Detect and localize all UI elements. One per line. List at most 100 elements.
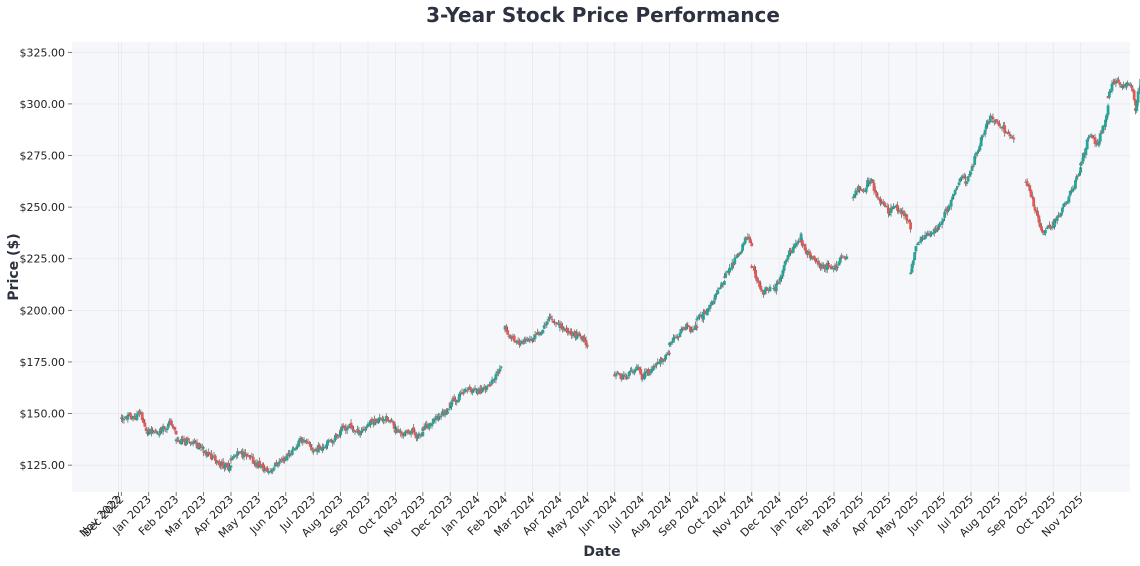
- candle-body: [969, 171, 973, 175]
- candle-body: [352, 429, 356, 431]
- candle-body: [263, 469, 267, 472]
- candle-body: [750, 242, 754, 247]
- candle-body: [858, 186, 862, 191]
- candle-body: [649, 369, 653, 374]
- gridlines: [72, 42, 1130, 492]
- candle-body: [575, 332, 579, 339]
- candle-body: [330, 439, 333, 443]
- candle-body: [702, 311, 705, 320]
- candle-body: [864, 187, 868, 193]
- candle-body: [924, 234, 928, 237]
- candle-body: [791, 246, 795, 253]
- candle-body: [224, 463, 228, 468]
- candle-body: [229, 465, 233, 468]
- candle-body: [336, 436, 340, 438]
- candle-body: [567, 332, 571, 334]
- candle-body: [407, 430, 410, 434]
- candle-body: [1135, 102, 1139, 112]
- candle-body: [1113, 80, 1116, 83]
- candle-body: [935, 228, 939, 232]
- candle-body: [446, 411, 450, 414]
- candle-body: [794, 243, 798, 247]
- candle-body: [1012, 137, 1016, 140]
- candle-body: [754, 269, 758, 279]
- candle-body: [126, 414, 130, 420]
- candle-body: [546, 319, 550, 321]
- candle-body: [259, 465, 263, 468]
- candle-body: [354, 431, 358, 433]
- candle-body: [766, 288, 769, 290]
- candle-body: [652, 365, 656, 370]
- candle-body: [778, 277, 782, 282]
- candle-body: [1085, 139, 1089, 150]
- candle-body: [186, 438, 190, 441]
- candle-body: [958, 178, 962, 182]
- candle-body: [272, 467, 276, 470]
- candle-body: [528, 339, 532, 341]
- candle-body: [1029, 189, 1033, 197]
- candle-body: [909, 222, 912, 230]
- candle-body: [888, 213, 892, 216]
- candle-body: [648, 373, 652, 375]
- candle-body: [978, 145, 982, 151]
- candle-body: [975, 152, 979, 154]
- candle-body: [548, 316, 551, 320]
- candle-body: [333, 434, 337, 441]
- candle-body: [755, 277, 759, 282]
- candle-body: [638, 367, 641, 371]
- candle-body: [279, 460, 282, 462]
- candle-body: [668, 352, 671, 354]
- candle-body: [653, 365, 657, 367]
- candle-body: [537, 332, 541, 336]
- candle-body: [872, 182, 876, 191]
- candle-body: [122, 418, 126, 421]
- candle-body: [165, 428, 169, 431]
- candle-body: [337, 434, 341, 437]
- candle-body: [966, 176, 970, 182]
- candle-body: [870, 179, 873, 181]
- candle-body: [893, 206, 897, 208]
- candle-body: [174, 430, 178, 435]
- candle-body: [403, 432, 406, 437]
- candle-body: [515, 342, 519, 344]
- candle-body: [409, 430, 413, 434]
- candle-body: [144, 427, 148, 431]
- candle-body: [664, 354, 668, 360]
- x-axis-label: Date: [583, 544, 620, 560]
- candle-body: [977, 149, 980, 152]
- candle-body: [1110, 83, 1114, 92]
- candle-body: [408, 433, 412, 435]
- candle-body: [1047, 224, 1051, 227]
- candle-body: [335, 434, 339, 437]
- candle-body: [283, 458, 286, 461]
- candle-body: [780, 276, 783, 279]
- candle-body: [209, 453, 213, 460]
- candle-body: [550, 318, 554, 321]
- candle-body: [454, 399, 457, 402]
- candle-body: [921, 237, 924, 240]
- candle-body: [365, 426, 369, 429]
- candle-body: [296, 446, 299, 448]
- candle-body: [320, 446, 324, 451]
- candle-body: [1025, 181, 1029, 187]
- candle-body: [1130, 85, 1133, 88]
- candle-body: [1038, 222, 1042, 228]
- candle-body: [570, 331, 574, 336]
- candles: [119, 76, 1140, 475]
- candle-body: [914, 246, 918, 252]
- candle-body: [156, 433, 160, 435]
- candle-body: [307, 442, 311, 444]
- candle-body: [421, 431, 425, 437]
- candle-body: [695, 318, 699, 321]
- candle-body: [356, 429, 359, 431]
- candle-body: [199, 446, 203, 448]
- candle-body: [202, 447, 205, 449]
- candle-body: [952, 194, 956, 197]
- candle-body: [571, 334, 575, 336]
- candle-body: [447, 409, 451, 411]
- candle-body: [1080, 161, 1084, 164]
- y-axis-label: Price ($): [6, 233, 22, 300]
- candle-body: [875, 191, 879, 197]
- candle-body: [626, 377, 630, 379]
